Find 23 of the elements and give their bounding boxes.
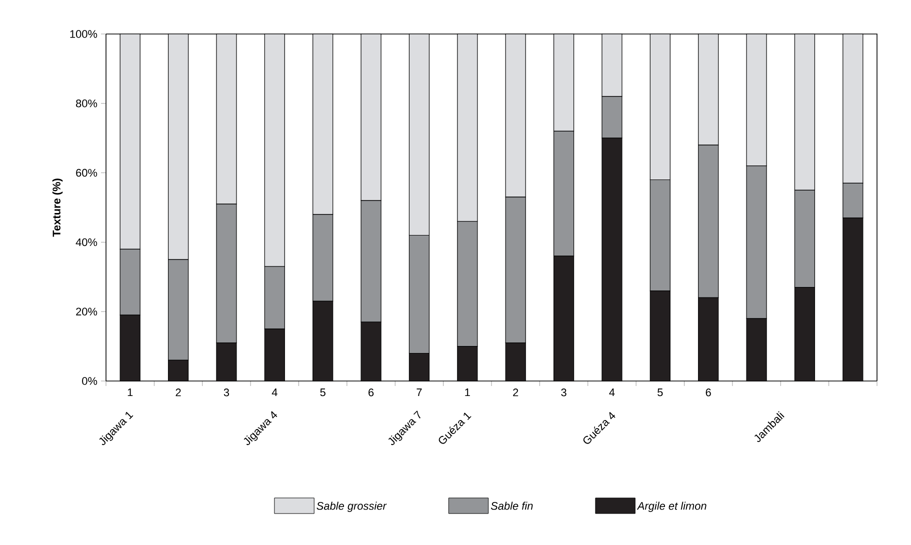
x-tick-label: 7 bbox=[416, 388, 422, 396]
x-tick-label: 4 bbox=[272, 388, 278, 396]
y-tick-label: 100% bbox=[70, 30, 98, 38]
x-tick-label: 3 bbox=[224, 388, 230, 396]
x-tick-label: 2 bbox=[513, 388, 518, 396]
x-tick-label: 1 bbox=[128, 388, 133, 396]
x-tick-label: 4 bbox=[609, 388, 615, 396]
x-tick-label: 5 bbox=[658, 388, 663, 396]
y-tick-label: 60% bbox=[76, 168, 98, 177]
legend-label: Sable grossier bbox=[316, 502, 387, 512]
x-tick-label: 6 bbox=[368, 388, 374, 396]
x-tick-label: 3 bbox=[561, 388, 566, 396]
x-tick-label: 6 bbox=[706, 388, 711, 396]
legend-label: Sable fin bbox=[490, 502, 533, 510]
y-tick-label: 40% bbox=[76, 238, 98, 246]
x-tick-label: 1 bbox=[465, 388, 470, 396]
y-tick-label: 80% bbox=[76, 100, 98, 108]
legend-label: Argile et limon bbox=[636, 502, 706, 512]
y-tick-label: 20% bbox=[76, 308, 98, 316]
y-tick-label: 0% bbox=[82, 377, 98, 385]
x-tick-label: 5 bbox=[320, 388, 326, 396]
x-tick-label: 2 bbox=[176, 388, 181, 396]
y-axis-title: Texture (%) bbox=[52, 178, 63, 237]
